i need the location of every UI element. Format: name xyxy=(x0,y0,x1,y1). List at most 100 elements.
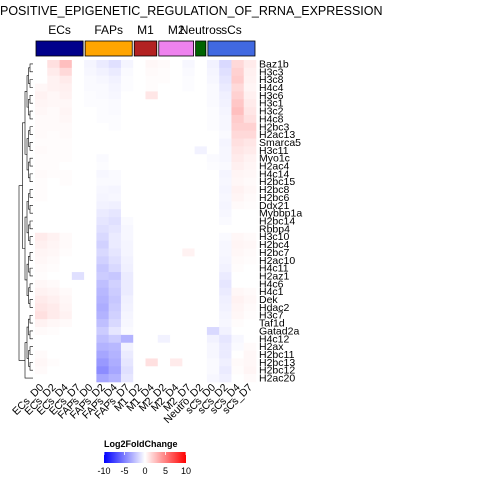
heatmap-cell xyxy=(121,146,134,154)
heatmap-cell xyxy=(84,296,97,304)
heatmap-cell xyxy=(96,209,109,217)
heatmap-cell xyxy=(219,99,232,107)
heatmap-cell xyxy=(72,76,85,84)
heatmap-cell xyxy=(219,248,232,256)
heatmap-cell xyxy=(84,68,97,76)
heatmap-cell xyxy=(170,115,183,123)
heatmap-cell xyxy=(35,91,48,99)
heatmap-cell xyxy=(121,99,134,107)
heatmap-cell xyxy=(72,272,85,280)
heatmap-cell xyxy=(170,123,183,131)
heatmap-cell xyxy=(170,280,183,288)
heatmap-cell xyxy=(109,233,122,241)
heatmap-cell xyxy=(207,146,220,154)
heatmap-cell xyxy=(35,343,48,351)
heatmap-cell xyxy=(60,186,73,194)
heatmap-cell xyxy=(109,272,122,280)
heatmap-cell xyxy=(170,272,183,280)
heatmap-cell xyxy=(182,162,195,170)
heatmap-cell xyxy=(158,99,171,107)
heatmap-cell xyxy=(84,327,97,335)
heatmap-cell xyxy=(207,178,220,186)
group-bar-scs xyxy=(208,41,255,56)
heatmap-cell xyxy=(207,91,220,99)
heatmap-cell xyxy=(35,264,48,272)
heatmap-cell xyxy=(207,170,220,178)
heatmap-cell xyxy=(72,311,85,319)
heatmap-cell xyxy=(170,217,183,225)
heatmap-cell xyxy=(47,170,60,178)
heatmap-cell xyxy=(195,303,208,311)
heatmap-cell xyxy=(121,241,134,249)
heatmap-cell xyxy=(244,288,257,296)
heatmap-cell xyxy=(182,366,195,374)
heatmap-cell xyxy=(219,162,232,170)
heatmap-cell xyxy=(219,76,232,84)
heatmap-cell xyxy=(182,225,195,233)
heatmap-cell xyxy=(182,107,195,115)
heatmap-cell xyxy=(47,335,60,343)
heatmap-cell xyxy=(182,264,195,272)
heatmap-cell xyxy=(170,186,183,194)
heatmap-cell xyxy=(231,351,244,359)
heatmap-cell xyxy=(207,233,220,241)
heatmap-cell xyxy=(244,280,257,288)
heatmap-cell xyxy=(182,217,195,225)
heatmap-cell xyxy=(133,107,146,115)
heatmap-cell xyxy=(219,343,232,351)
heatmap-cell xyxy=(207,225,220,233)
heatmap-cell xyxy=(170,264,183,272)
heatmap-cell xyxy=(60,280,73,288)
heatmap-cell xyxy=(60,91,73,99)
heatmap-cell xyxy=(72,170,85,178)
heatmap-cell xyxy=(219,91,232,99)
heatmap-cell xyxy=(96,351,109,359)
heatmap-cell xyxy=(219,201,232,209)
heatmap-cell xyxy=(170,178,183,186)
heatmap-cell xyxy=(109,146,122,154)
heatmap-cell xyxy=(158,131,171,139)
heatmap-cell xyxy=(182,374,195,382)
heatmap-cell xyxy=(231,343,244,351)
heatmap-cell xyxy=(109,194,122,202)
dendrogram-branch xyxy=(30,331,33,339)
heatmap-cell xyxy=(47,115,60,123)
heatmap-cell xyxy=(72,194,85,202)
heatmap-cell xyxy=(133,91,146,99)
heatmap-cell xyxy=(35,68,48,76)
heatmap-cell xyxy=(133,280,146,288)
heatmap-cell xyxy=(158,217,171,225)
dendrogram-branch xyxy=(30,315,33,323)
heatmap-cell xyxy=(207,280,220,288)
heatmap-cell xyxy=(146,264,159,272)
heatmap-cell xyxy=(109,248,122,256)
heatmap-cell xyxy=(84,248,97,256)
heatmap-cell xyxy=(146,303,159,311)
heatmap-cell xyxy=(182,272,195,280)
heatmap-cell xyxy=(231,146,244,154)
heatmap-cell xyxy=(219,358,232,366)
heatmap-cell xyxy=(207,335,220,343)
heatmap-cell xyxy=(72,162,85,170)
heatmap-cell xyxy=(195,178,208,186)
heatmap-cell xyxy=(219,256,232,264)
heatmap-cell xyxy=(72,107,85,115)
heatmap-cell xyxy=(72,186,85,194)
heatmap-cell xyxy=(182,146,195,154)
heatmap-cell xyxy=(133,225,146,233)
heatmap-cell xyxy=(195,366,208,374)
heatmap-cell xyxy=(121,319,134,327)
heatmap-cell xyxy=(146,374,159,382)
heatmap-cell xyxy=(72,264,85,272)
heatmap-cell xyxy=(195,84,208,92)
heatmap-cell xyxy=(231,162,244,170)
heatmap-cell xyxy=(121,107,134,115)
heatmap-cell xyxy=(84,123,97,131)
heatmap-cell xyxy=(195,374,208,382)
heatmap-cell xyxy=(121,217,134,225)
heatmap-cell xyxy=(72,209,85,217)
heatmap-cell xyxy=(207,241,220,249)
heatmap-cell xyxy=(96,99,109,107)
heatmap-cell xyxy=(35,131,48,139)
heatmap-cell xyxy=(244,358,257,366)
